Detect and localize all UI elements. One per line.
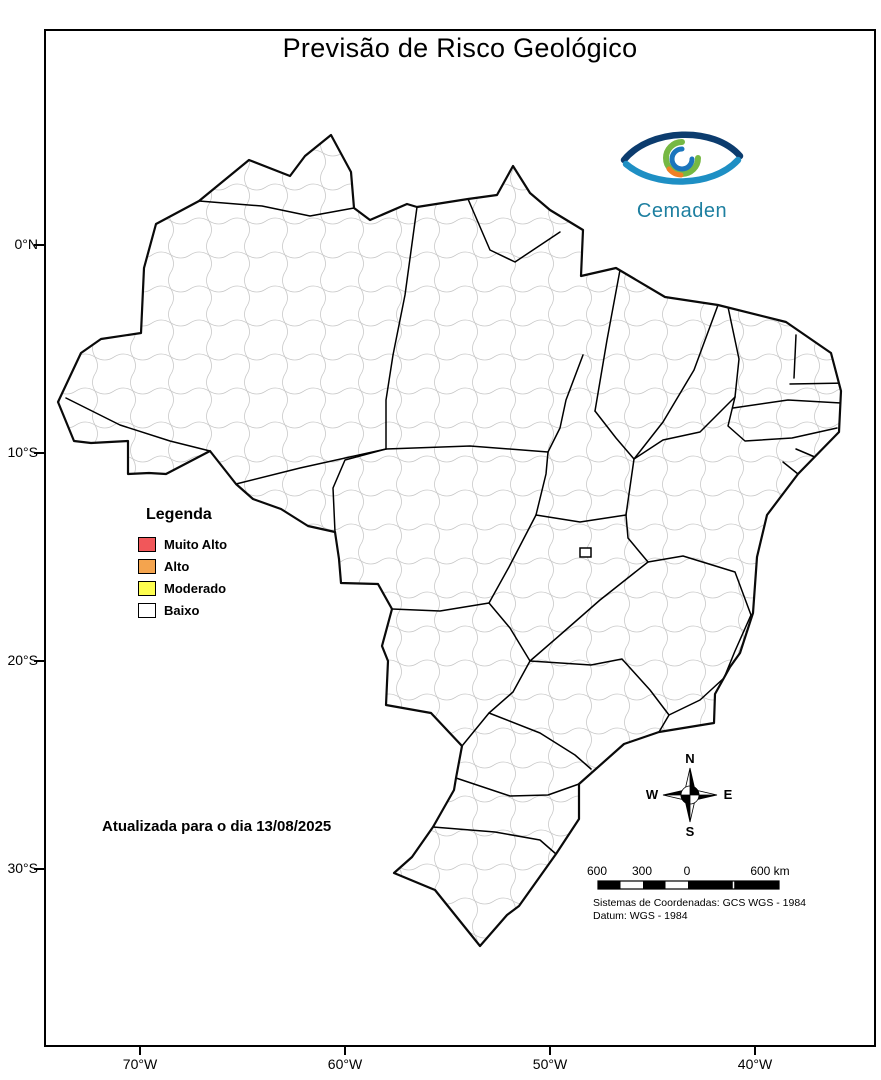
lat-label-0n: 0°N [14,236,39,252]
scale-label-600-left: 600 [586,864,608,878]
crs-note: Sistemas de Coordenadas: GCS WGS - 1984 … [593,897,806,923]
legend-item-baixo: Baixo [138,599,227,621]
scale-bar-graphic [597,880,780,890]
risk-swatch-alto [138,558,156,574]
cemaden-logo: Cemaden [612,120,752,223]
risk-swatch-baixo [138,602,156,618]
country-outline [56,133,843,948]
lat-label-10s: 10°S [7,444,38,460]
lon-label-40w: 40°W [737,1056,773,1072]
lon-label-70w: 70°W [122,1056,158,1072]
risk-swatch-moderado [138,580,156,596]
cemaden-logo-text: Cemaden [636,200,728,222]
lat-label-30s: 30°S [7,860,38,876]
scale-label-300: 300 [631,864,653,878]
legend: Legenda Muito Alto Alto Moderado Baixo [138,506,227,621]
compass-rose-icon: N S E W [646,751,733,839]
legend-item-moderado: Moderado [138,577,227,599]
compass-north-label: N [685,751,694,766]
update-note: Atualizada para o dia 13/08/2025 [102,818,332,835]
axis-tick-marks [34,244,756,1055]
lon-label-50w: 50°W [532,1056,568,1072]
cemaden-eye-icon [620,131,744,185]
crs-line-1: Sistemas de Coordenadas: GCS WGS - 1984 [593,897,807,909]
risk-swatch-muito-alto [138,536,156,552]
legend-title: Legenda [146,506,212,523]
map-title: Previsão de Risco Geológico [282,33,638,63]
compass-south-label: S [686,824,695,839]
scale-label-0: 0 [683,864,691,878]
legend-item-muito-alto: Muito Alto [138,533,227,555]
legend-item-alto: Alto [138,555,227,577]
compass-east-label: E [724,787,733,802]
scale-label-600-km: 600 km [750,864,790,878]
distrito-federal-square [579,547,592,558]
crs-line-2: Datum: WGS - 1984 [593,910,688,922]
compass-west-label: W [646,787,659,802]
scale-bar: 600 300 0 600 km [575,864,855,896]
lat-label-20s: 20°S [7,652,38,668]
lon-label-60w: 60°W [327,1056,363,1072]
state-boundaries [65,198,841,855]
